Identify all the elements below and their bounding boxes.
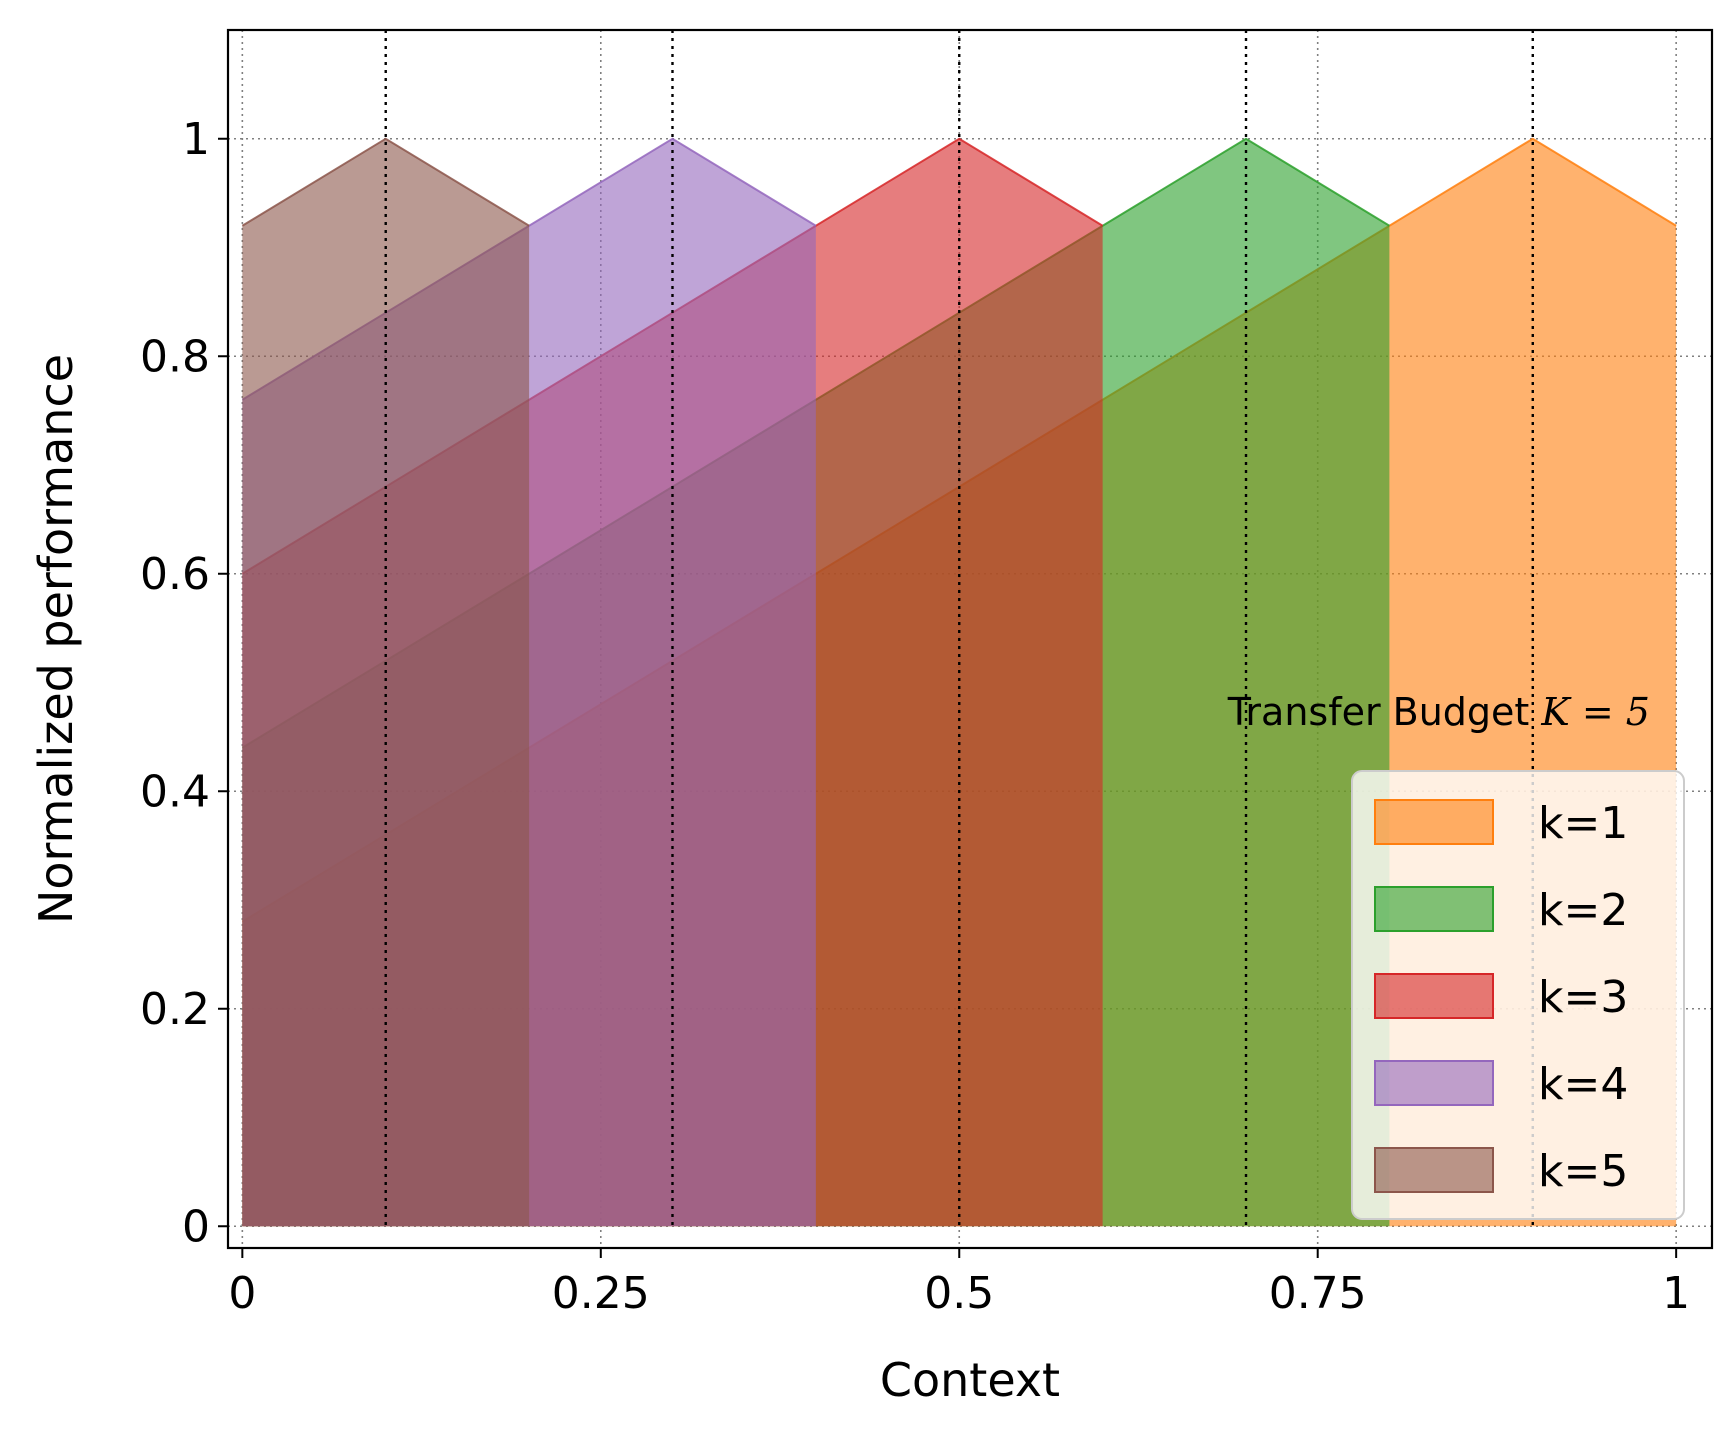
y-tick-label: 1 — [182, 114, 210, 165]
transfer-budget-annotation: Transfer Budget K = 5 — [1227, 690, 1650, 734]
legend-label: k=4 — [1538, 1059, 1628, 1110]
x-tick-label: 0.5 — [924, 1268, 994, 1319]
legend-swatch — [1374, 1147, 1494, 1193]
x-tick-label: 1 — [1662, 1268, 1690, 1319]
y-axis-label: Normalized performance — [29, 354, 83, 924]
legend-entry-k4: k=4 — [1374, 1059, 1628, 1110]
plot-areas — [241, 137, 1677, 1227]
y-tick-label: 0 — [182, 1201, 210, 1252]
legend-label: k=3 — [1538, 972, 1628, 1023]
legend-label: k=1 — [1538, 798, 1628, 849]
line-k5 — [241, 137, 530, 227]
annotation-math: K = 5 — [1540, 690, 1650, 734]
legend-label: k=5 — [1538, 1146, 1628, 1197]
legend-entry-k2: k=2 — [1374, 885, 1628, 936]
annotation-text: Transfer Budget — [1227, 690, 1542, 734]
y-tick-label: 0.2 — [140, 984, 210, 1035]
y-tick-label: 0.8 — [140, 331, 210, 382]
legend-entry-k1: k=1 — [1374, 798, 1628, 849]
x-axis-label: Context — [880, 1353, 1060, 1407]
y-tick-label: 0.6 — [140, 549, 210, 600]
legend: k=1 k=2 k=3 k=4 k=5 — [1351, 770, 1685, 1220]
legend-box — [1351, 770, 1685, 1220]
legend-swatch — [1374, 1060, 1494, 1106]
legend-swatch — [1374, 886, 1494, 932]
area-k5 — [242, 138, 530, 1227]
legend-swatch — [1374, 799, 1494, 845]
axis-ticks: 0 0.25 0.5 0.75 1 0 0.2 0.4 0.6 0.8 1 — [140, 114, 1690, 1319]
legend-swatch — [1374, 973, 1494, 1019]
legend-entry-k5: k=5 — [1374, 1146, 1628, 1197]
x-tick-label: 0 — [228, 1268, 256, 1319]
x-tick-label: 0.25 — [552, 1268, 650, 1319]
x-tick-label: 0.75 — [1269, 1268, 1367, 1319]
y-tick-label: 0.4 — [140, 766, 210, 817]
legend-label: k=2 — [1538, 885, 1628, 936]
plot-frame — [226, 28, 1714, 1250]
legend-entry-k3: k=3 — [1374, 972, 1628, 1023]
